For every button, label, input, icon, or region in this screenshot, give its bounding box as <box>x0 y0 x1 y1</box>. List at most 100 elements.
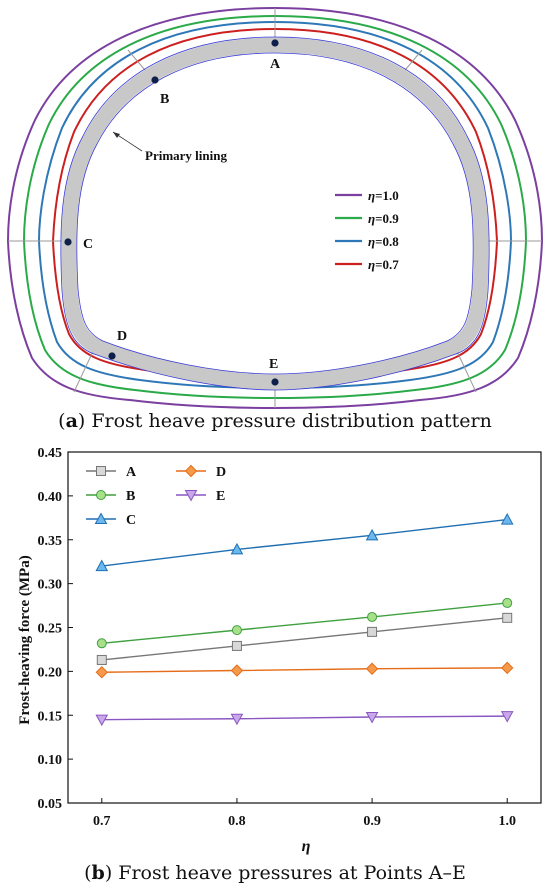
data-point-c <box>230 542 244 555</box>
data-point-d <box>365 662 379 675</box>
y-tick-label: 0.20 <box>38 665 63 680</box>
legend-label: C <box>126 513 136 528</box>
legend-eta-label: η=0.8 <box>368 234 399 249</box>
point-d-label: D <box>117 329 127 344</box>
series-line-e <box>101 715 508 721</box>
series-d <box>95 661 514 679</box>
data-point-b <box>502 597 513 608</box>
data-point-b <box>367 611 378 622</box>
legend-marker <box>96 466 106 476</box>
pressure-contour <box>51 27 499 382</box>
point-e-label: E <box>269 357 278 372</box>
radial-line-lower-right <box>453 344 477 393</box>
y-tick-label: 0.15 <box>38 709 63 724</box>
data-point-c <box>500 513 514 525</box>
x-axis-ticks: 0.7 0.8 0.9 1.0 <box>93 798 516 829</box>
legend-entry-b: B <box>86 489 135 504</box>
y-tick-label: 0.45 <box>38 446 63 461</box>
y-tick-label: 0.05 <box>38 797 63 812</box>
diagram-legend: η=1.0 η=0.9 η=0.8 η=0.7 <box>335 188 399 272</box>
y-tick-label: 0.30 <box>38 578 63 593</box>
legend-label: E <box>216 489 225 504</box>
caption-part-a: (a) Frost heave pressure distribution pa… <box>58 410 492 432</box>
data-point-e <box>500 711 514 723</box>
pressure-contour <box>37 20 513 390</box>
series-e <box>95 711 514 727</box>
callout-arrowhead <box>113 132 120 138</box>
legend-marker <box>94 512 108 524</box>
data-point-c <box>365 528 379 541</box>
primary-lining-inner-edge <box>76 52 474 375</box>
legend-entry-e: E <box>176 489 225 504</box>
series-line-a <box>101 617 508 661</box>
caption-b-text: Frost heave pressures at Points A–E <box>112 862 466 884</box>
legend-eta-label: η=1.0 <box>368 188 399 203</box>
point-d-marker <box>108 352 116 360</box>
legend-entry-eta-0-9: η=0.9 <box>335 211 399 226</box>
legend-label: B <box>126 489 135 504</box>
x-tick-label: 1.0 <box>498 814 516 829</box>
data-point-a <box>502 612 513 623</box>
radial-line-lower-left <box>73 344 97 393</box>
series-layer <box>95 513 514 727</box>
data-point-a <box>367 626 378 637</box>
series-line-c <box>101 518 508 567</box>
series-c <box>95 513 514 572</box>
y-tick-label: 0.40 <box>38 490 63 505</box>
legend-eta-label: η=0.9 <box>368 211 399 226</box>
legend-entry-a: A <box>86 465 137 480</box>
point-b-label: B <box>160 92 169 107</box>
legend-eta-label: η=0.7 <box>368 257 399 272</box>
frost-heave-pressure-chart: 0.05 0.10 0.15 0.20 0.25 0.30 0.35 0.40 0.45 0.7… <box>17 446 542 855</box>
chart-legend: A D B E C <box>86 464 226 528</box>
data-point-a <box>96 654 107 665</box>
point-e-marker <box>271 378 279 386</box>
legend-marker <box>184 464 198 478</box>
data-point-b <box>96 638 107 649</box>
frost-heave-distribution-diagram: A B C D E Primary lining η=1.0 η=0.9 η=0… <box>6 6 544 410</box>
x-tick-label: 0.8 <box>228 814 246 829</box>
data-point-e <box>365 712 379 724</box>
data-point-d <box>230 664 244 677</box>
caption-a-tag: a <box>65 410 78 432</box>
legend-label: D <box>216 465 226 480</box>
data-point-d <box>501 661 514 675</box>
y-tick-label: 0.10 <box>38 753 63 768</box>
data-point-a <box>231 640 242 651</box>
legend-label: A <box>126 465 137 480</box>
legend-entry-eta-0-8: η=0.8 <box>335 234 399 249</box>
legend-entry-eta-0-7: η=0.7 <box>335 257 399 272</box>
caption-a-text: Frost heave pressure distribution patter… <box>85 410 492 432</box>
primary-lining-label: Primary lining <box>145 148 227 163</box>
point-c-label: C <box>83 237 93 252</box>
primary-lining-callout: Primary lining <box>112 131 227 163</box>
legend-entry-eta-1-0: η=1.0 <box>335 188 399 203</box>
legend-marker <box>184 490 198 502</box>
series-line-d <box>101 667 508 673</box>
data-point-d <box>95 666 108 679</box>
point-markers <box>64 39 279 386</box>
caption-b-tag: b <box>91 862 105 884</box>
primary-lining-outer-edge <box>60 36 490 391</box>
data-point-e <box>95 714 109 727</box>
primary-lining <box>61 37 489 390</box>
point-a-marker <box>271 39 279 47</box>
x-tick-label: 0.7 <box>93 814 111 829</box>
series-line-b <box>101 602 508 644</box>
legend-entry-c: C <box>86 512 136 528</box>
series-a <box>96 612 513 665</box>
y-tick-label: 0.25 <box>38 622 63 637</box>
legend-entry-d: D <box>176 464 226 480</box>
x-tick-label: 0.9 <box>363 814 381 829</box>
y-tick-label: 0.35 <box>38 534 63 549</box>
point-a-label: A <box>270 57 281 72</box>
y-axis-label: Frost-heaving force (MPa) <box>17 555 33 724</box>
data-point-b <box>231 625 242 636</box>
plot-axes <box>67 451 542 804</box>
series-b <box>96 597 513 649</box>
legend-marker <box>96 490 106 500</box>
caption-part-b: (b) Frost heave pressures at Points A–E <box>84 862 466 884</box>
data-point-c <box>95 559 109 572</box>
x-axis-label: η <box>302 838 311 855</box>
point-c-marker <box>64 238 72 246</box>
